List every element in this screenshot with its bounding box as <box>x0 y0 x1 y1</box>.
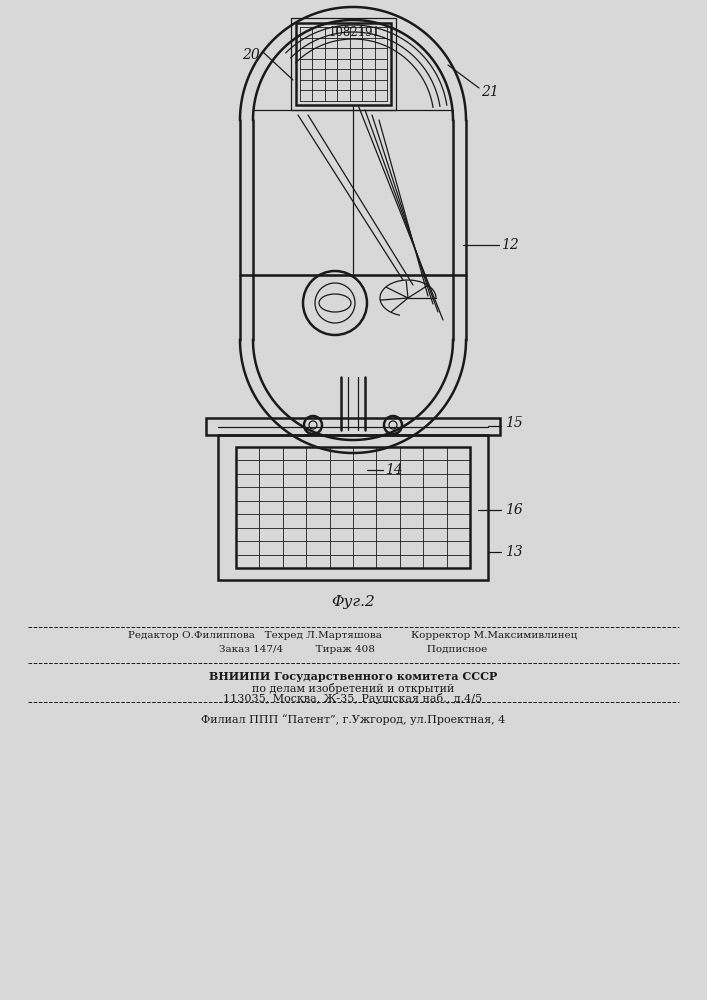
Bar <box>296 23 391 105</box>
Text: 20: 20 <box>242 48 260 62</box>
Bar <box>218 435 488 580</box>
Text: Редактор О.Филиппова   Техред Л.Мартяшова         Корректор М.Максимивлинец: Редактор О.Филиппова Техред Л.Мартяшова … <box>128 632 578 641</box>
Bar <box>291 18 396 110</box>
Text: 1082191: 1082191 <box>329 26 381 39</box>
Text: 12: 12 <box>501 238 519 252</box>
Text: Заказ 147/4          Тираж 408                Подписное: Заказ 147/4 Тираж 408 Подписное <box>219 646 487 654</box>
Text: по делам изобретений и открытий: по делам изобретений и открытий <box>252 682 454 694</box>
Bar <box>206 418 500 435</box>
Text: 14: 14 <box>385 463 403 477</box>
Text: 15: 15 <box>505 416 522 430</box>
Bar <box>236 447 470 568</box>
Text: 13: 13 <box>505 545 522 559</box>
Text: 16: 16 <box>505 503 522 517</box>
Text: 113035, Москва, Ж-35, Раушская наб., д.4/5: 113035, Москва, Ж-35, Раушская наб., д.4… <box>223 694 483 704</box>
Text: ВНИИПИ Государственного комитета СССР: ВНИИПИ Государственного комитета СССР <box>209 670 497 682</box>
Text: 21: 21 <box>481 85 498 99</box>
Text: Филиал ППП “Патент”, г.Ужгород, ул.Проектная, 4: Филиал ППП “Патент”, г.Ужгород, ул.Проек… <box>201 715 505 725</box>
Text: Φуг.2: Φуг.2 <box>331 595 375 609</box>
